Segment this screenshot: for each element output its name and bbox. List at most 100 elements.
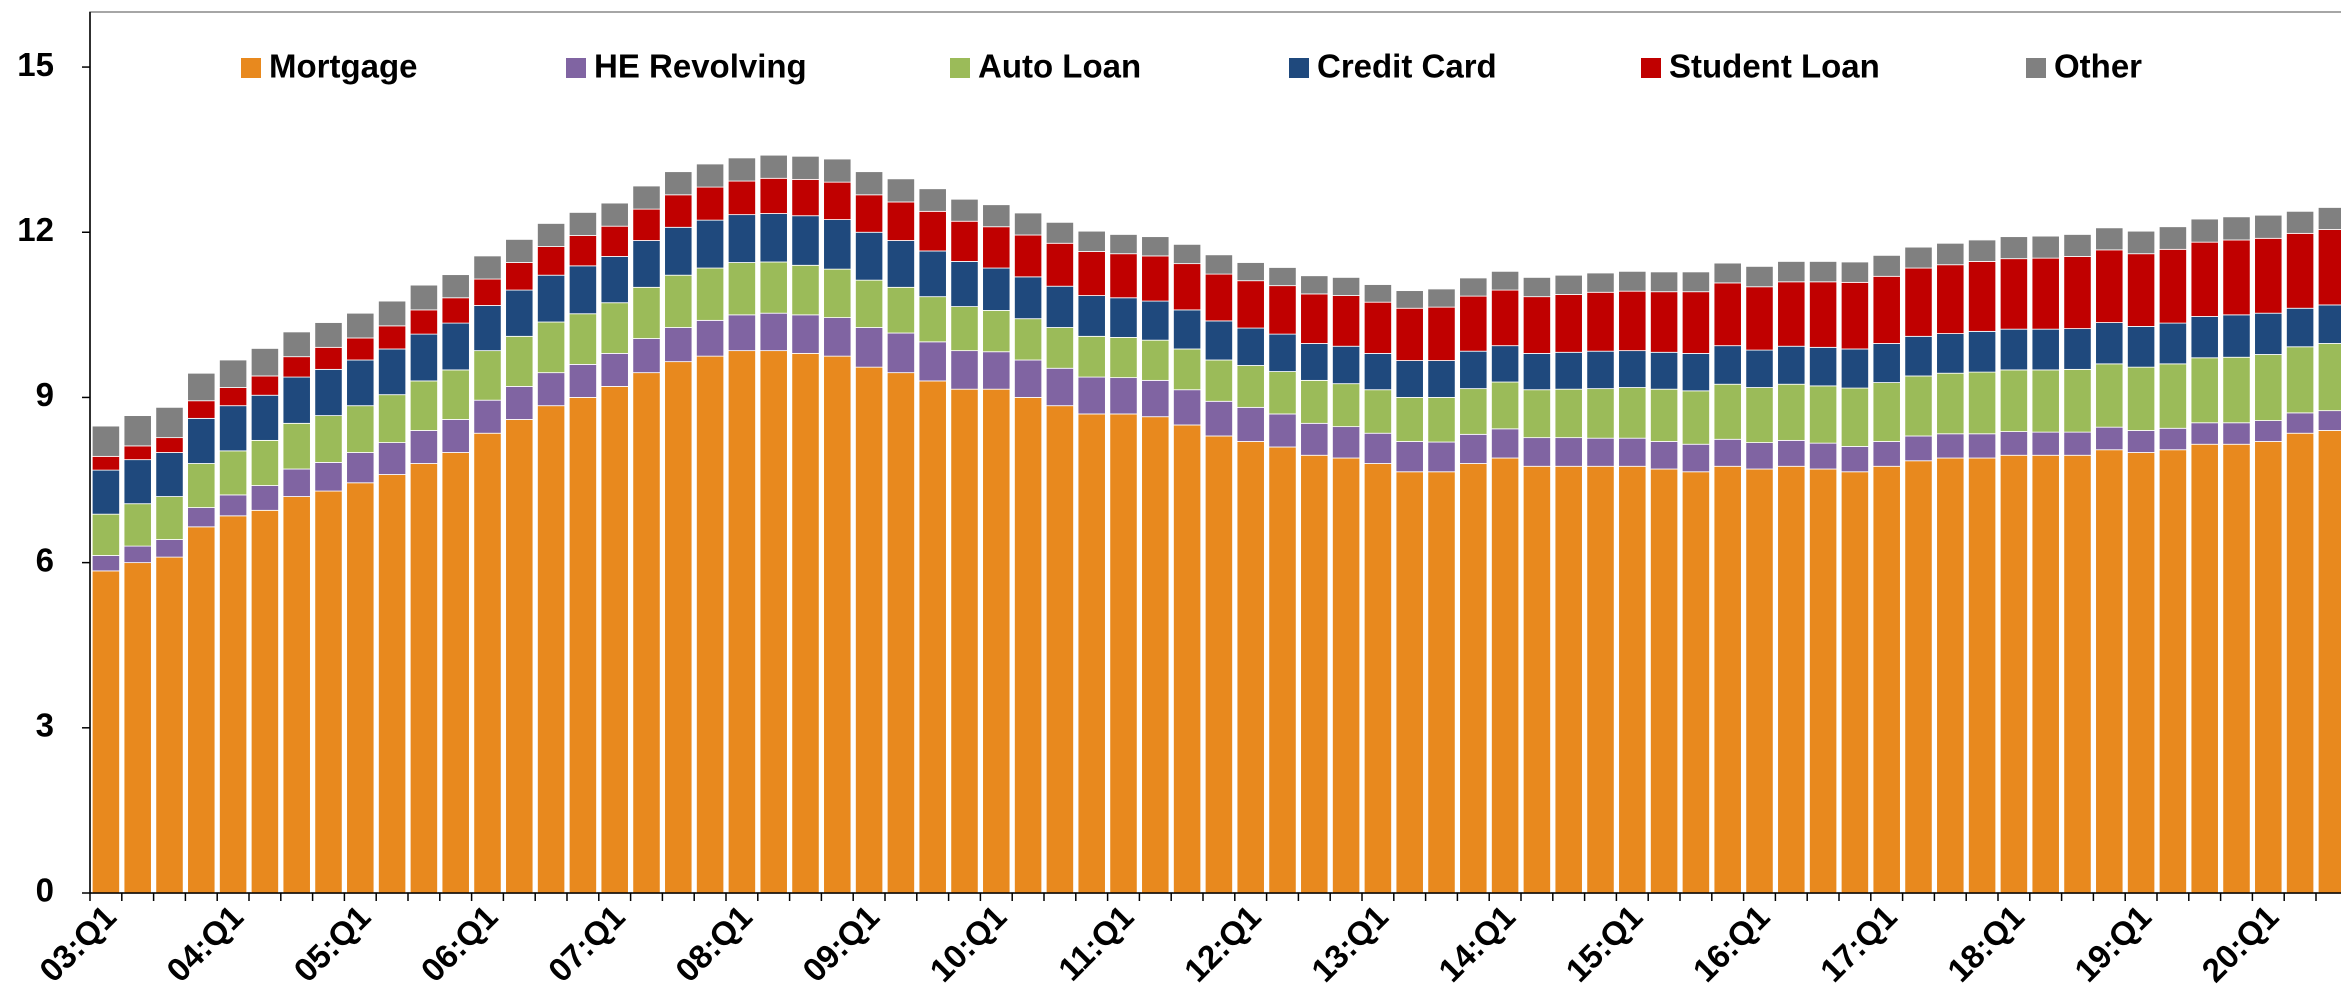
y-tick-label: 15 <box>17 46 54 83</box>
bar-segment <box>2190 357 2219 424</box>
legend-swatch <box>1289 58 1309 78</box>
bar-segment <box>537 321 566 374</box>
bar-segment <box>473 255 502 280</box>
y-tick-label: 3 <box>36 707 54 744</box>
bar-segment <box>727 314 756 352</box>
bar-segment <box>91 469 120 515</box>
bar-segment <box>123 562 152 894</box>
bar-segment <box>568 265 597 315</box>
bar-segment <box>1713 465 1742 894</box>
bar-segment <box>1077 295 1106 337</box>
bar-segment <box>155 539 184 558</box>
bar-segment <box>2190 316 2219 359</box>
bar-segment <box>632 338 661 374</box>
bar-segment <box>1650 291 1679 353</box>
bar-segment <box>1204 320 1233 361</box>
bar-segment <box>2190 241 2219 317</box>
bar-segment <box>2286 346 2315 414</box>
bar-segment <box>1904 460 1933 894</box>
bar-segment <box>250 509 279 894</box>
bar-segment <box>187 526 216 894</box>
bar-segment <box>2190 443 2219 894</box>
legend-swatch <box>950 58 970 78</box>
bar-segment <box>1681 443 1710 473</box>
bar-segment <box>600 386 629 894</box>
bar-segment <box>1014 318 1043 361</box>
bar-segment <box>2254 354 2283 421</box>
bar-segment <box>1745 349 1774 388</box>
bar-segment <box>1681 291 1710 354</box>
bar-segment <box>1045 242 1074 287</box>
bar-segment <box>537 246 566 276</box>
bar-segment <box>982 267 1011 311</box>
bar-segment <box>1904 267 1933 337</box>
bar-segment <box>1650 441 1679 470</box>
bar-segment <box>282 496 311 894</box>
x-tick-label: 10:Q1 <box>922 898 1013 989</box>
bar-segment <box>1459 277 1488 297</box>
bar-segment <box>2063 454 2092 894</box>
x-tick-label: 20:Q1 <box>2194 898 2285 989</box>
bar-segment <box>1014 212 1043 236</box>
bar-segment <box>314 346 343 370</box>
bar-segment <box>1077 413 1106 894</box>
bar-segment <box>155 556 184 894</box>
bar-segment <box>1236 262 1265 282</box>
bar-segment <box>378 348 407 396</box>
bar-segment <box>505 386 534 420</box>
legend-label: HE Revolving <box>594 48 807 85</box>
x-tick-label: 14:Q1 <box>1431 898 1522 989</box>
bar-segment <box>473 432 502 894</box>
bar-segment <box>1936 264 1965 334</box>
bar-segment <box>1840 387 1869 447</box>
bar-segment <box>886 286 915 334</box>
bar-segment <box>1014 276 1043 320</box>
bar-segment <box>600 352 629 387</box>
bar-segment <box>1522 277 1551 298</box>
bar-segment <box>1236 406 1265 442</box>
bar-segment <box>1745 265 1774 288</box>
bar-segment <box>2222 422 2251 445</box>
bar-segment <box>696 163 725 188</box>
bar-segment <box>1491 345 1520 383</box>
bar-segment <box>568 313 597 365</box>
legend-label: Mortgage <box>269 48 418 85</box>
bar-segment <box>2095 249 2124 323</box>
bar-segment <box>2254 420 2283 442</box>
bar-segment <box>1999 431 2028 456</box>
bar-segment <box>2127 326 2156 368</box>
bar-segment <box>1872 254 1901 277</box>
bar-segment <box>1077 230 1106 252</box>
bar-segment <box>823 317 852 357</box>
bar-segment <box>696 355 725 894</box>
bar-segment <box>727 350 756 894</box>
bar-segment <box>1777 439 1806 467</box>
bar-segment <box>219 515 248 894</box>
bar-segment <box>505 289 534 337</box>
bar-segment <box>1491 289 1520 347</box>
legend-label: Auto Loan <box>978 48 1141 85</box>
bar-segment <box>1554 388 1583 439</box>
bar-segment <box>791 352 820 894</box>
bar-segment <box>1014 234 1043 278</box>
bar-segment <box>441 274 470 299</box>
bar-segment <box>2254 312 2283 355</box>
bar-segment <box>1681 390 1710 445</box>
bar-segment <box>1173 348 1202 391</box>
bar-segment <box>378 325 407 350</box>
bar-segment <box>1236 365 1265 408</box>
bar-segment <box>1141 300 1170 341</box>
bar-segment <box>1459 350 1488 390</box>
bar-segment <box>1363 284 1392 303</box>
legend-swatch <box>1641 58 1661 78</box>
bar-segment <box>1586 388 1615 439</box>
bar-segment <box>918 188 947 212</box>
bar-segment <box>2158 449 2187 894</box>
bar-segment <box>696 219 725 269</box>
bar-segment <box>2254 237 2283 314</box>
bar-segment <box>1777 281 1806 347</box>
bar-segment <box>568 363 597 398</box>
bar-segment <box>1968 330 1997 373</box>
bar-segment <box>378 300 407 327</box>
